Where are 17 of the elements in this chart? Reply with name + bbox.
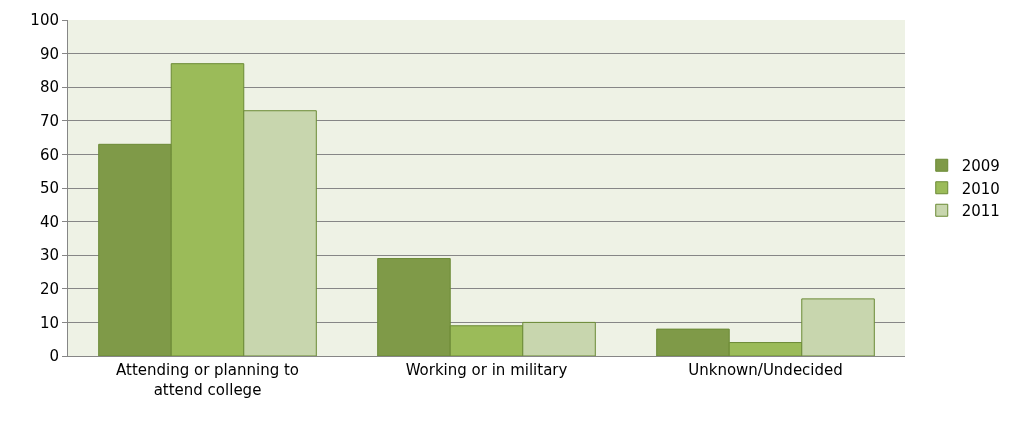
- y-tick-label: 80: [39, 78, 59, 97]
- y-tick-label: 0: [49, 347, 59, 366]
- y-tick-label: 30: [39, 246, 59, 265]
- y-tick-label: 20: [39, 280, 59, 299]
- y-tick-label: 70: [39, 112, 59, 131]
- x-tick-label: Working or in military: [405, 361, 568, 379]
- y-tick-label: 60: [39, 145, 59, 164]
- x-tick-label: Unknown/Undecided: [688, 361, 843, 379]
- y-tick-label: 90: [39, 44, 59, 63]
- legend-label: 2011: [961, 202, 1000, 221]
- x-tick-label: Attending or planning to attend college: [115, 361, 300, 399]
- legend-label: 2010: [961, 179, 1000, 198]
- y-tick-label: 100: [30, 11, 59, 30]
- legend-label: 2009: [961, 157, 1000, 176]
- y-tick-label: 40: [39, 212, 59, 231]
- y-tick-label: 50: [39, 179, 59, 198]
- y-tick-label: 10: [39, 313, 59, 332]
